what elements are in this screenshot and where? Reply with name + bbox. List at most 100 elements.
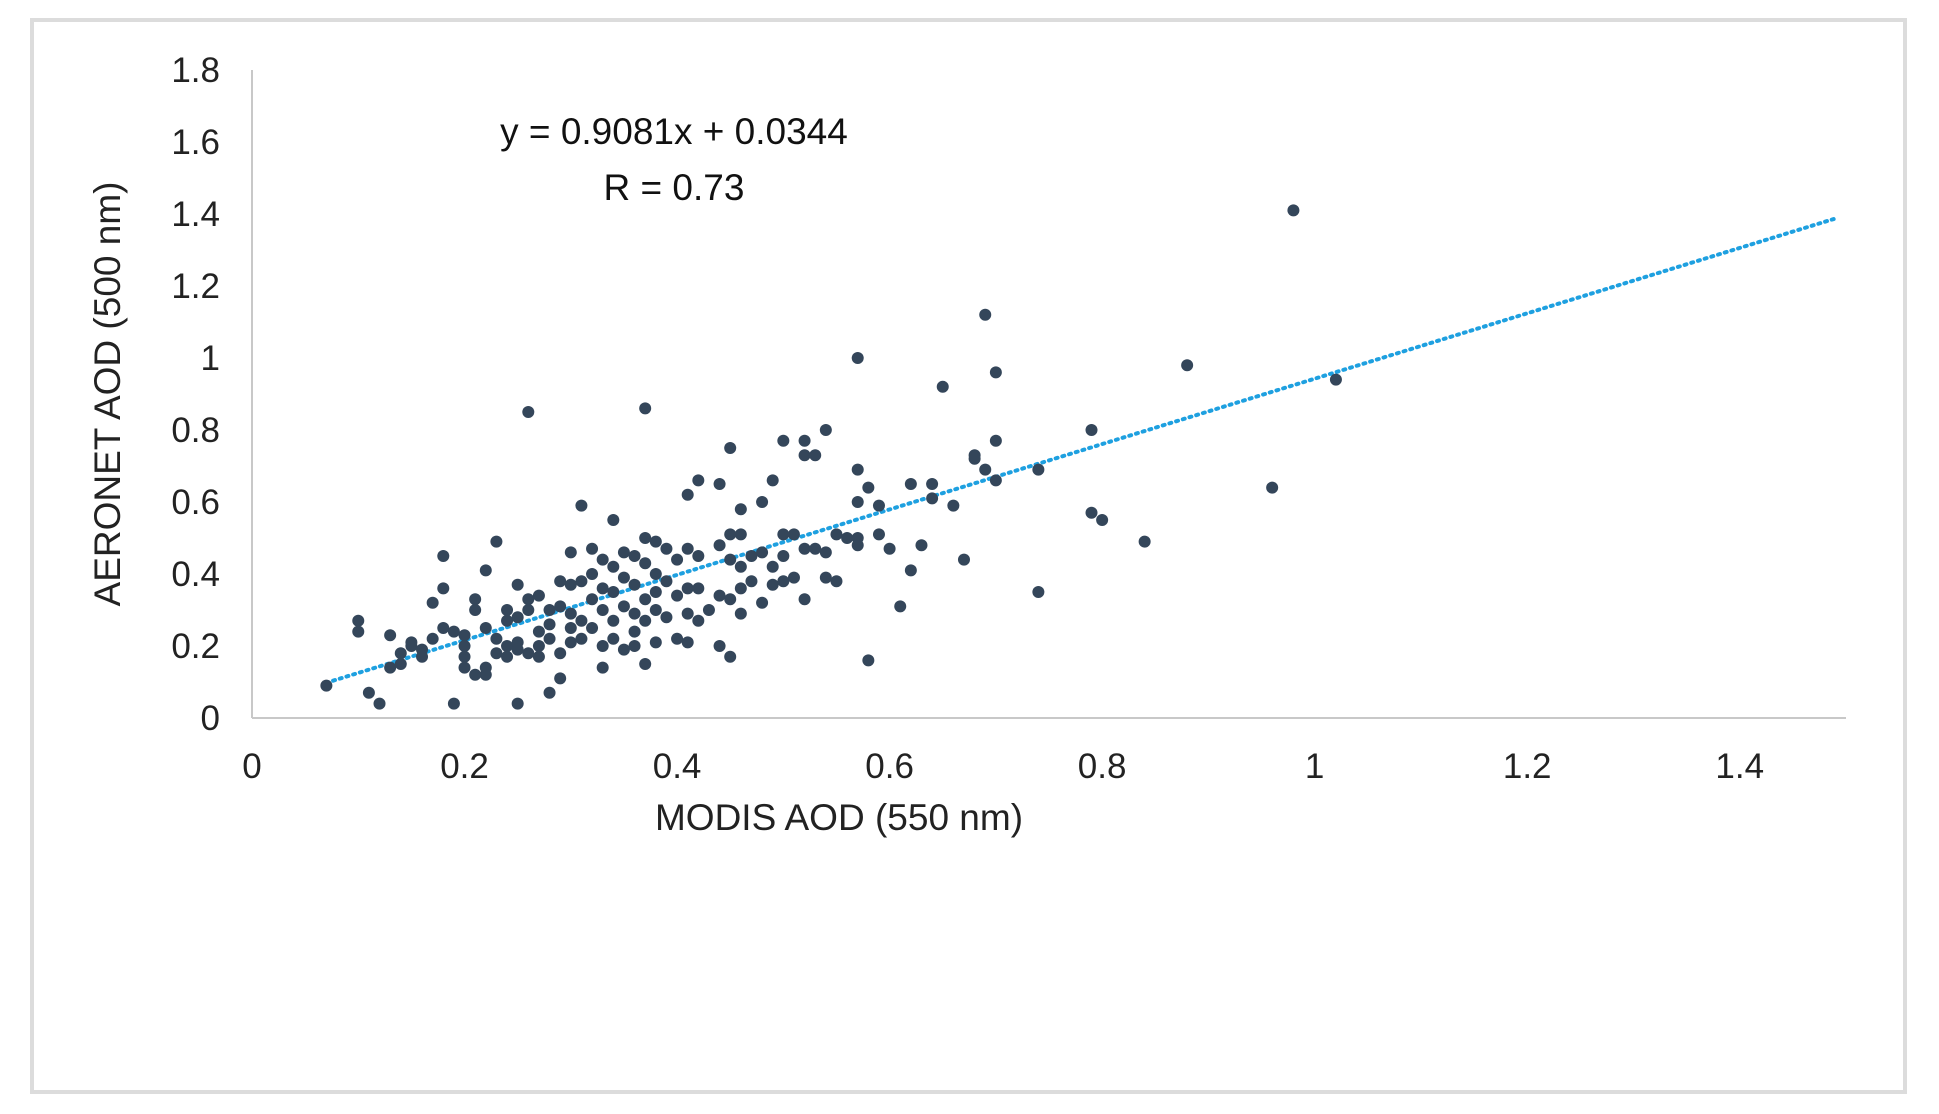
data-point	[511, 697, 524, 710]
data-point	[607, 586, 620, 598]
data-point	[522, 406, 535, 418]
y-tick-label: 1.2	[171, 267, 220, 306]
y-tick-label: 0.6	[171, 483, 220, 522]
data-point	[798, 449, 811, 462]
data-point	[362, 686, 375, 699]
data-point	[617, 546, 630, 559]
data-point	[979, 463, 992, 476]
data-point	[681, 542, 694, 555]
data-point	[501, 650, 514, 663]
data-point	[766, 474, 779, 487]
data-point	[830, 575, 843, 588]
data-point	[458, 661, 471, 674]
data-point	[479, 564, 492, 577]
data-point	[639, 557, 652, 570]
data-point	[532, 640, 545, 652]
data-point	[702, 604, 715, 616]
regression-equation: y = 0.9081x + 0.0344	[500, 111, 848, 152]
data-point	[458, 629, 471, 642]
data-point	[586, 568, 599, 580]
data-point	[692, 582, 705, 595]
data-point	[926, 478, 939, 490]
data-point	[437, 622, 450, 634]
data-point	[479, 622, 492, 634]
data-point	[692, 474, 705, 487]
data-point	[532, 650, 545, 663]
data-point	[681, 607, 694, 620]
data-point	[564, 607, 577, 620]
data-point	[979, 308, 992, 321]
data-point	[501, 604, 514, 616]
data-point	[724, 528, 737, 541]
data-point	[862, 481, 875, 494]
data-point	[639, 402, 652, 415]
data-point	[713, 640, 726, 652]
x-tick-label: 1.2	[1503, 747, 1552, 786]
data-point	[713, 589, 726, 602]
y-tick-label: 1.6	[171, 123, 220, 162]
data-point	[787, 528, 800, 541]
data-point	[957, 553, 970, 566]
data-point	[575, 614, 588, 627]
data-point	[734, 607, 747, 620]
x-tick-label: 0	[242, 747, 261, 786]
data-point	[543, 618, 556, 631]
data-point	[904, 564, 917, 577]
trendline	[324, 216, 1838, 685]
data-point	[596, 604, 609, 616]
data-point	[437, 550, 450, 562]
data-point	[809, 542, 822, 555]
data-point	[671, 553, 684, 566]
data-point	[511, 578, 524, 591]
data-point	[405, 636, 418, 649]
data-point	[745, 550, 758, 562]
y-tick-label: 1.4	[171, 195, 220, 234]
data-point	[490, 535, 503, 548]
data-point	[947, 499, 960, 512]
data-point	[320, 679, 333, 692]
data-point	[777, 575, 790, 588]
data-point	[692, 550, 705, 562]
data-point	[883, 542, 896, 555]
data-point	[777, 528, 790, 541]
data-point	[384, 629, 397, 642]
data-point	[596, 553, 609, 566]
data-point	[819, 424, 832, 436]
data-point	[904, 478, 917, 490]
data-point	[490, 632, 503, 645]
data-point	[596, 640, 609, 652]
x-tick-label: 0.2	[440, 747, 489, 786]
scatter-chart: 0 0.2 0.4 0.6 0.8 1 1.2 1.4 1.6 1.8 0 0.2 0.4 0.6 0.8…	[87, 51, 1846, 838]
data-point	[607, 514, 620, 526]
data-point	[649, 586, 662, 598]
y-tick-labels: 0 0.2 0.4 0.6 0.8 1 1.2 1.4 1.6 1.8	[171, 51, 220, 738]
data-point	[692, 614, 705, 627]
x-tick-label: 0.8	[1078, 747, 1127, 786]
data-point	[394, 658, 407, 670]
x-tick-label: 1.4	[1715, 747, 1764, 786]
data-point	[756, 596, 769, 609]
data-point	[681, 636, 694, 649]
data-point	[766, 578, 779, 591]
data-point	[734, 503, 747, 516]
data-point	[416, 650, 429, 663]
data-point	[469, 604, 482, 616]
y-tick-label: 1	[201, 339, 220, 378]
data-point	[607, 560, 620, 573]
data-point	[639, 614, 652, 627]
data-point	[501, 640, 514, 652]
data-point	[798, 593, 811, 606]
data-point	[756, 496, 769, 508]
data-point	[543, 632, 556, 645]
data-point	[1032, 586, 1045, 598]
data-point	[724, 650, 737, 663]
data-point	[596, 582, 609, 595]
data-point	[596, 661, 609, 674]
data-point	[384, 661, 397, 674]
data-point	[734, 560, 747, 573]
data-point	[1287, 204, 1300, 217]
data-point	[543, 686, 556, 699]
data-point	[724, 553, 737, 566]
data-point	[607, 614, 620, 627]
x-tick-label: 0.4	[653, 747, 702, 786]
